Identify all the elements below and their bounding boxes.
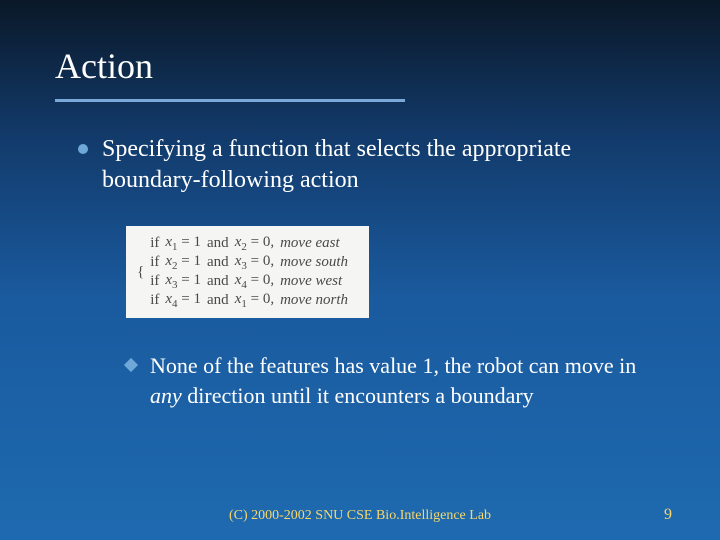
rule-row: if x2 = 1 and x3 = 0, move south xyxy=(134,253,351,272)
content-area: Specifying a function that selects the a… xyxy=(0,102,720,411)
rule-and: and xyxy=(204,291,232,310)
sub-bullet-text: None of the features has value 1, the ro… xyxy=(150,351,670,410)
sub-bullet-pre: None of the features has value 1, the ro… xyxy=(150,353,636,378)
sub-bullet-em: any xyxy=(150,383,182,408)
sub-bullet-post: direction until it encounters a boundary xyxy=(182,383,534,408)
rule-action: move south xyxy=(277,253,351,272)
sub-bullet-item: None of the features has value 1, the ro… xyxy=(126,351,670,410)
rule-cond2: x1 = 0, xyxy=(232,291,277,310)
bullet-item: Specifying a function that selects the a… xyxy=(78,134,670,196)
rules-definition-box: { if x1 = 1 and x2 = 0, move east if x2 … xyxy=(126,226,369,318)
rule-cond1: x3 = 1 xyxy=(162,272,204,291)
rules-table: { if x1 = 1 and x2 = 0, move east if x2 … xyxy=(134,234,351,310)
title-area: Action xyxy=(0,0,720,102)
rule-cond2: x3 = 0, xyxy=(232,253,277,272)
rule-row: if x3 = 1 and x4 = 0, move west xyxy=(134,272,351,291)
rule-if: if xyxy=(147,253,162,272)
footer-text: (C) 2000-2002 SNU CSE Bio.Intelligence L… xyxy=(229,508,491,524)
rule-if: if xyxy=(147,291,162,310)
rule-and: and xyxy=(204,272,232,291)
rule-cond1: x2 = 1 xyxy=(162,253,204,272)
rule-action: move north xyxy=(277,291,351,310)
footer: (C) 2000-2002 SNU CSE Bio.Intelligence L… xyxy=(0,508,720,524)
rule-and: and xyxy=(204,253,232,272)
rule-cond1: x4 = 1 xyxy=(162,291,204,310)
rule-action: move west xyxy=(277,272,351,291)
rule-action: move east xyxy=(277,234,351,253)
bullet-dot-icon xyxy=(78,144,88,154)
rule-row: { if x1 = 1 and x2 = 0, move east xyxy=(134,234,351,253)
slide-title: Action xyxy=(55,45,720,87)
rule-cond2: x2 = 0, xyxy=(232,234,277,253)
rule-cond1: x1 = 1 xyxy=(162,234,204,253)
rule-row: if x4 = 1 and x1 = 0, move north xyxy=(134,291,351,310)
brace-icon: { xyxy=(134,234,147,310)
page-number: 9 xyxy=(664,506,672,524)
rule-if: if xyxy=(147,272,162,291)
rule-if: if xyxy=(147,234,162,253)
rule-cond2: x4 = 0, xyxy=(232,272,277,291)
rule-and: and xyxy=(204,234,232,253)
diamond-bullet-icon xyxy=(124,358,138,372)
bullet-text: Specifying a function that selects the a… xyxy=(102,134,670,196)
